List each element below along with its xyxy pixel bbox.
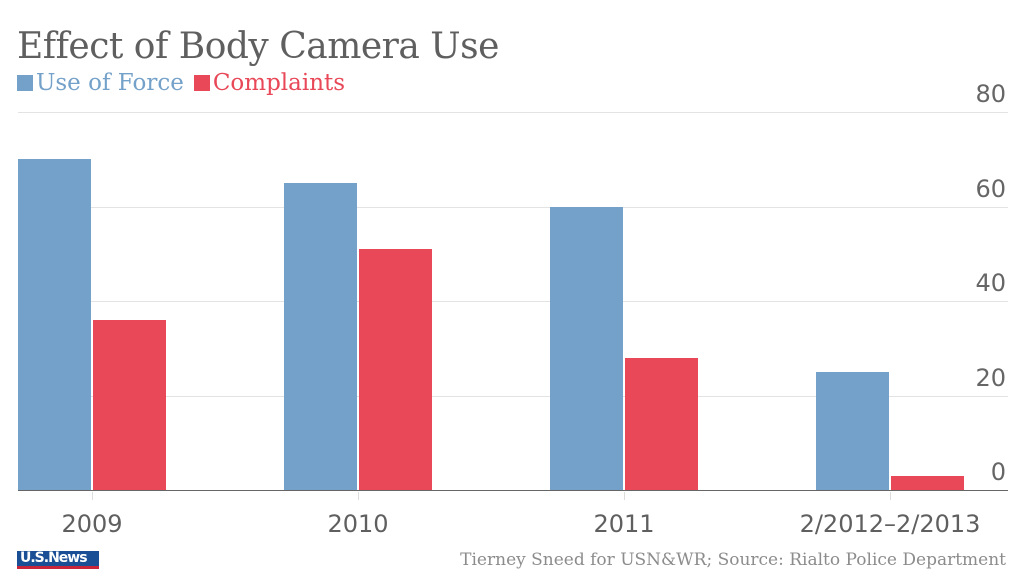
gridline (18, 395, 1008, 397)
bar-complaints (93, 319, 166, 490)
bar-complaints (891, 475, 964, 490)
bar-use-of-force (550, 206, 623, 490)
y-tick-label: 80 (975, 80, 1006, 108)
y-tick-label: 40 (975, 269, 1006, 297)
x-tick-label: 2/2012–2/2013 (799, 510, 981, 538)
x-tick-label: 2011 (593, 510, 655, 538)
chart-title: Effect of Body Camera Use (17, 26, 499, 67)
legend-item-use-of-force: Use of Force (17, 70, 184, 96)
bar-use-of-force (18, 159, 91, 490)
legend-swatch-use-of-force (17, 75, 33, 91)
y-tick-label: 0 (990, 458, 1006, 486)
usnews-logo: U.S.News (17, 551, 99, 569)
legend-label-complaints: Complaints (212, 70, 346, 96)
legend-label-use-of-force: Use of Force (36, 70, 184, 96)
x-tick (890, 492, 891, 500)
bar-use-of-force (284, 182, 357, 490)
x-tick (92, 492, 93, 500)
x-tick-label: 2010 (327, 510, 389, 538)
x-tick (358, 492, 359, 500)
x-tick (624, 492, 625, 500)
gridline (18, 301, 1008, 302)
gridline (18, 206, 1008, 208)
bar-use-of-force (816, 371, 889, 490)
source-credit: Tierney Sneed for USN&WR; Source: Rialto… (460, 550, 1006, 570)
legend: Use of Force Complaints (17, 70, 355, 96)
y-tick-label: 20 (975, 363, 1006, 392)
bar-complaints (359, 249, 432, 490)
x-tick-label: 2009 (61, 510, 123, 538)
legend-swatch-complaints (193, 75, 210, 91)
bar-complaints (625, 357, 698, 490)
x-axis-line (18, 490, 1008, 491)
y-tick-label: 60 (975, 174, 1006, 203)
legend-item-complaints: Complaints (193, 70, 346, 96)
gridline (18, 112, 1008, 113)
